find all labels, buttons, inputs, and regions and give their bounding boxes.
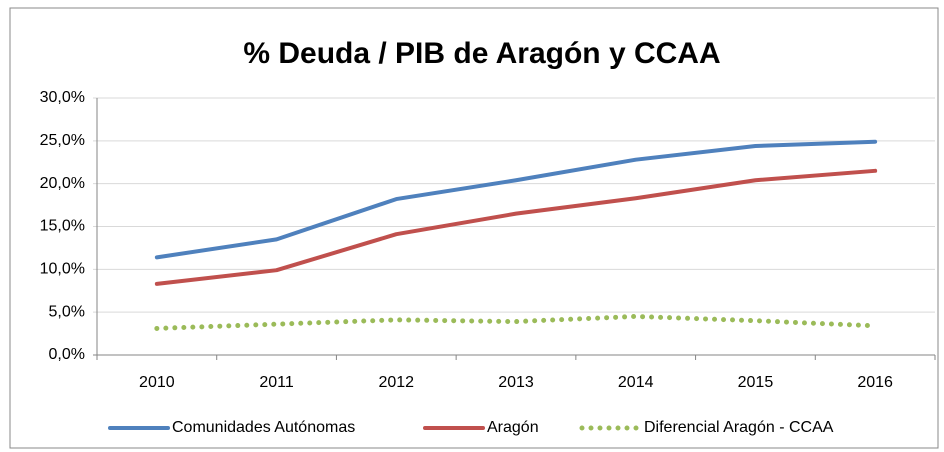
legend-label: Aragón xyxy=(487,419,539,436)
x-tick-label: 2013 xyxy=(498,374,534,391)
chart-frame xyxy=(9,7,939,449)
series-line xyxy=(154,168,878,286)
y-tick-label: 10,0% xyxy=(40,261,85,278)
x-tick-label: 2014 xyxy=(618,374,654,391)
y-tick-label: 30,0% xyxy=(40,89,85,106)
y-tick-label: 20,0% xyxy=(40,175,85,192)
x-tick-label: 2016 xyxy=(857,374,893,391)
legend-label: Comunidades Autónomas xyxy=(172,419,355,436)
x-tick-label: 2011 xyxy=(259,374,294,391)
legend-label: Diferencial Aragón - CCAA xyxy=(644,419,834,436)
y-tick-label: 0,0% xyxy=(49,346,85,363)
x-tick-label: 2012 xyxy=(378,374,414,391)
y-tick-label: 15,0% xyxy=(40,218,85,235)
y-tick-label: 5,0% xyxy=(49,303,85,320)
series-line xyxy=(154,139,878,260)
series-line xyxy=(154,313,878,331)
chart-title: % Deuda / PIB de Aragón y CCAA xyxy=(243,37,720,70)
y-tick-label: 25,0% xyxy=(40,132,85,149)
x-tick-label: 2010 xyxy=(139,374,175,391)
x-tick-label: 2015 xyxy=(738,374,774,391)
